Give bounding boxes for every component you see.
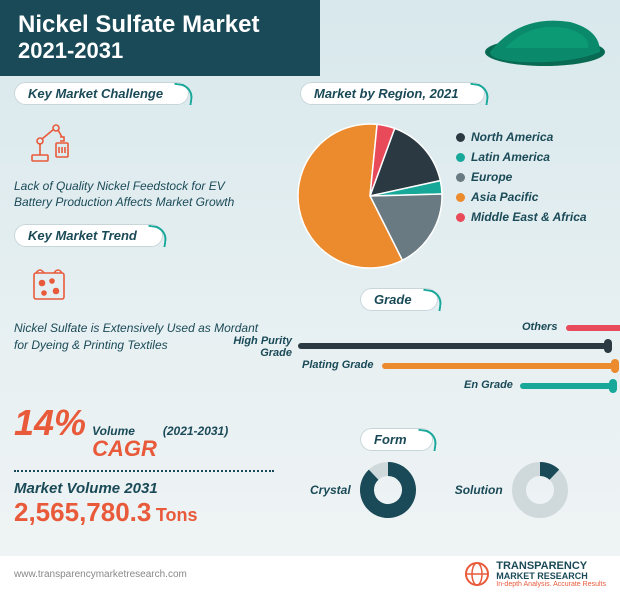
region-section: Market by Region, 2021 (300, 82, 610, 113)
footer: www.transparencymarketresearch.com TRANS… (0, 556, 620, 592)
region-legend: North America Latin America Europe Asia Pac… (456, 130, 587, 230)
grade-bar-cap (609, 379, 617, 393)
legend-dot (456, 153, 465, 162)
nickel-powder-image (460, 8, 610, 68)
legend-item: Europe (456, 170, 587, 184)
robot-arm-icon (26, 119, 284, 170)
legend-dot (456, 213, 465, 222)
market-volume-unit: Tons (156, 505, 198, 525)
trend-ribbon-label: Key Market Trend (28, 228, 137, 243)
left-column: Key Market Challenge Lack of Quality Nic… (14, 82, 284, 367)
challenge-ribbon: Key Market Challenge (14, 82, 189, 105)
stats-block: 14% Volume CAGR (2021-2031) Market Volum… (14, 402, 294, 528)
cagr-period: (2021-2031) (163, 424, 228, 438)
legend-dot (456, 133, 465, 142)
grade-bar-label: En Grade (464, 379, 513, 391)
legend-label: Latin America (471, 150, 550, 164)
brand-top: TRANSPARENCY (496, 561, 606, 572)
title-line1: Nickel Sulfate Market (18, 12, 302, 38)
legend-item: North America (456, 130, 587, 144)
legend-dot (456, 173, 465, 182)
grade-ribbon: Grade (360, 288, 438, 311)
brand-tagline: In-depth Analysis. Accurate Results (496, 581, 606, 588)
divider-dots (14, 470, 274, 472)
legend-dot (456, 193, 465, 202)
grade-bar-label: High Purity Grade (232, 335, 292, 359)
textile-icon (26, 261, 284, 312)
form-donut-chart (357, 459, 419, 521)
grade-bar-cap (604, 339, 612, 353)
form-donut-label: Crystal (310, 483, 351, 497)
market-volume-value: 2,565,780.3 (14, 497, 151, 527)
challenge-desc: Lack of Quality Nickel Feedstock for EV … (14, 178, 264, 210)
grade-bar-cap (611, 359, 619, 373)
grade-section: Grade OthersHigh Purity GradePlating Gra… (280, 288, 610, 401)
footer-url: www.transparencymarketresearch.com (14, 569, 187, 580)
grade-bar (566, 325, 620, 331)
cagr-percent: 14% (14, 402, 86, 444)
form-donut-chart (509, 459, 571, 521)
header-banner: Nickel Sulfate Market 2021-2031 (0, 0, 320, 76)
form-ribbon-label: Form (374, 432, 407, 447)
grade-bar-label: Plating Grade (302, 359, 374, 371)
region-pie-chart (292, 118, 448, 274)
legend-item: Asia Pacific (456, 190, 587, 204)
form-donut-block: Solution (455, 459, 571, 521)
legend-label: North America (471, 130, 553, 144)
grade-bar (520, 383, 613, 389)
form-donut-block: Crystal (310, 459, 419, 521)
legend-item: Latin America (456, 150, 587, 164)
trend-desc: Nickel Sulfate is Extensively Used as Mo… (14, 320, 264, 352)
cagr-label: CAGR (92, 436, 157, 461)
market-volume-label: Market Volume 2031 (14, 480, 294, 497)
grade-ribbon-label: Grade (374, 292, 412, 307)
legend-label: Middle East & Africa (471, 210, 587, 224)
trend-ribbon: Key Market Trend (14, 224, 163, 247)
legend-item: Middle East & Africa (456, 210, 587, 224)
grade-bar (382, 363, 615, 369)
form-donut-label: Solution (455, 483, 503, 497)
legend-label: Asia Pacific (471, 190, 538, 204)
legend-label: Europe (471, 170, 512, 184)
title-line2: 2021-2031 (18, 38, 302, 64)
globe-icon (464, 561, 490, 587)
form-section: Form Crystal Solution (310, 428, 610, 521)
brand-bottom: MARKET RESEARCH (496, 572, 606, 581)
region-ribbon: Market by Region, 2021 (300, 82, 485, 105)
grade-bar (298, 343, 608, 349)
grade-bar-label: Others (522, 321, 557, 333)
tm-logo: TRANSPARENCY MARKET RESEARCH In-depth An… (464, 561, 606, 588)
challenge-ribbon-label: Key Market Challenge (28, 86, 163, 101)
form-ribbon: Form (360, 428, 433, 451)
region-ribbon-label: Market by Region, 2021 (314, 86, 459, 101)
